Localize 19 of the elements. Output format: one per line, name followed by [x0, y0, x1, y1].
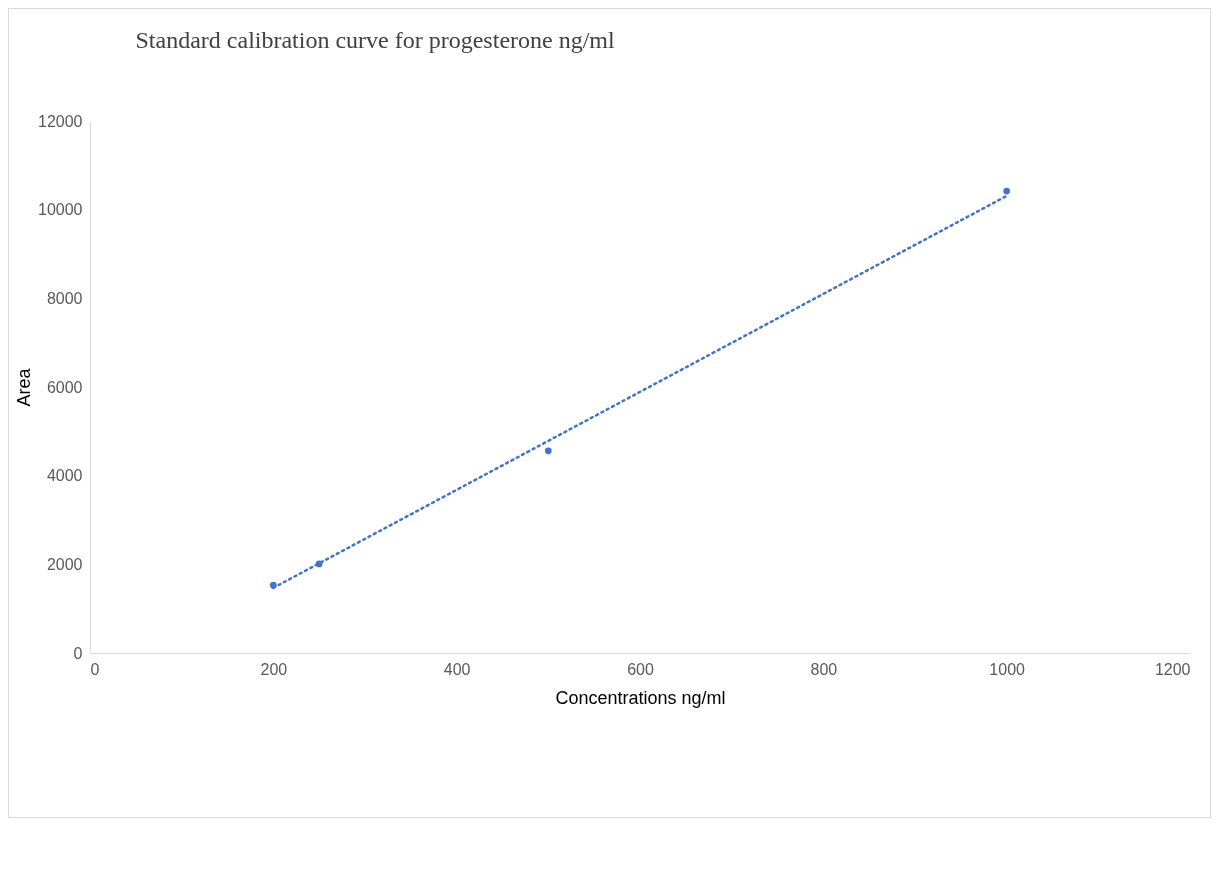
- x-axis-title: Concentrations ng/ml: [555, 687, 726, 708]
- y-axis-title: Area: [14, 367, 35, 407]
- y-tick-label: 8000: [46, 289, 83, 307]
- x-tick-label: 1000: [989, 660, 1026, 678]
- x-tick-label: 1200: [1154, 660, 1191, 678]
- y-tick-label: 6000: [46, 378, 83, 396]
- x-tick-label: 200: [260, 660, 288, 678]
- chart-title: Standard calibration curve for progesterone ng/ml: [135, 27, 616, 53]
- y-tick-label: 2000: [46, 555, 83, 573]
- y-tick-label: 0: [73, 644, 83, 662]
- y-tick-label: 4000: [46, 467, 83, 485]
- point: [1003, 187, 1011, 195]
- x-tick-label: 400: [443, 660, 471, 678]
- x-tick-label: 600: [627, 660, 654, 678]
- point: [544, 447, 552, 455]
- y-tick-label: 12000: [38, 112, 83, 130]
- x-tick-label: 0: [90, 660, 100, 678]
- x-tick-label: 800: [810, 660, 838, 678]
- y-tick-label: 10000: [38, 201, 83, 219]
